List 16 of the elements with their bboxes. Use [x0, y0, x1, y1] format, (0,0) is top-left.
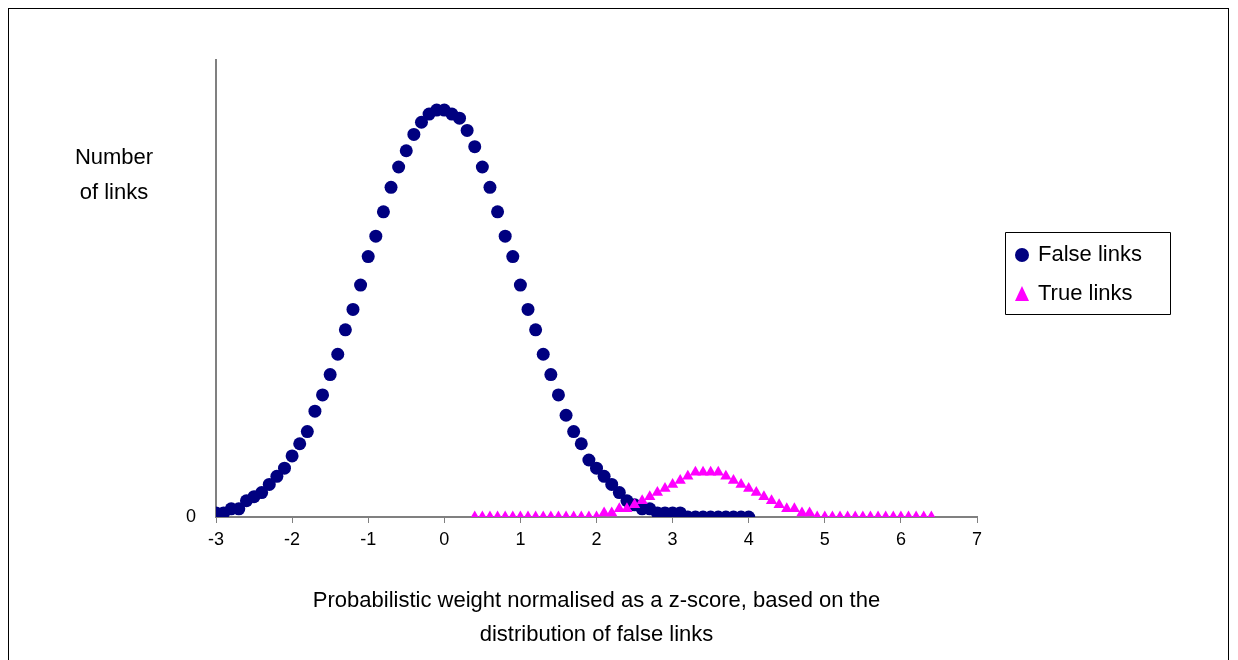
- x-axis-title: Probabilistic weight normalised as a z-score, based on the distribution of false links: [312, 587, 881, 647]
- x-tick-label: 2: [591, 528, 602, 549]
- x-tick-label: 0: [439, 528, 450, 549]
- x-tick-label: -1: [360, 528, 377, 549]
- x-tick-label: -3: [207, 528, 225, 549]
- legend-label: False links: [1038, 241, 1142, 267]
- x-tick-label: 1: [515, 528, 526, 549]
- legend-label: True links: [1038, 280, 1133, 306]
- y-axis-title: Number of links: [74, 144, 154, 205]
- text: 0: [185, 505, 196, 526]
- x-tick-label: 6: [895, 528, 906, 549]
- x-tick-label: -2: [284, 528, 301, 549]
- x-tick-label: 3: [667, 528, 678, 549]
- x-tick-label: 5: [819, 528, 830, 549]
- x-tick-label: 4: [743, 528, 754, 549]
- x-tick-label: 7: [971, 528, 983, 549]
